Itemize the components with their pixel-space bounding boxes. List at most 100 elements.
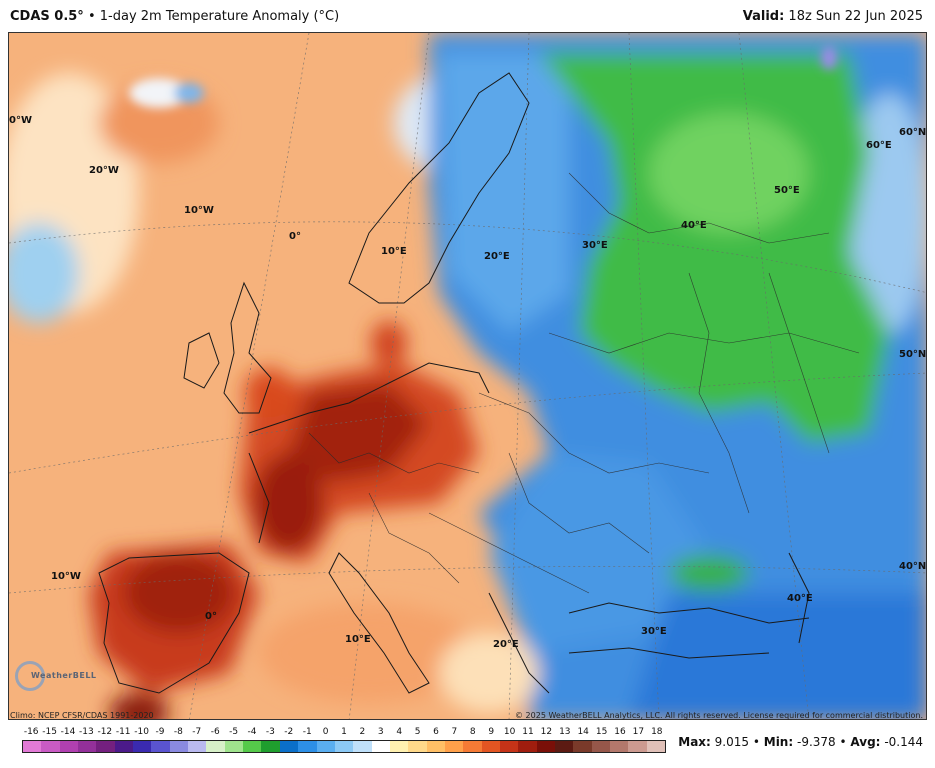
colorbar-labels: -16 -15 -14 -13 -12 -11 -10 -9 -8 -7 -6 -5 -4 -3 -2 -1 0…	[22, 727, 666, 739]
graticule-label: 0°	[289, 231, 301, 242]
colorbar-tick-label: 18	[651, 727, 663, 737]
logo-ring-icon	[15, 661, 45, 691]
colorbar-segment	[628, 741, 647, 752]
colorbar-tick-label: -4	[247, 727, 257, 737]
colorbar-segment	[463, 741, 482, 752]
colorbar-tick-label: -11	[115, 727, 131, 737]
hot-anomaly-region	[109, 693, 169, 719]
colorbar-tick-label: -1	[302, 727, 312, 737]
country-border	[508, 452, 650, 554]
colorbar-segment	[298, 741, 317, 752]
country-border	[568, 172, 830, 244]
colorbar	[22, 740, 666, 753]
valid-time: Valid: 18z Sun 22 Jun 2025	[743, 9, 923, 24]
colorbar-segment	[444, 741, 464, 752]
colorbar-tick-label: 16	[614, 727, 626, 737]
graticule-label: 0°W	[9, 115, 32, 126]
anomaly-map: 0°W 20°W 10°W 0° 10°E 20°E 30°E 40°E 50°…	[8, 32, 927, 720]
max-label: Max:	[678, 735, 711, 749]
colorbar-tick-label: -7	[192, 727, 202, 737]
colorbar-segment	[41, 741, 60, 752]
avg-label: Avg:	[850, 735, 881, 749]
colorbar-tick-label: -13	[79, 727, 94, 737]
graticule-label: 40°E	[681, 220, 707, 231]
pale-anomaly-region	[129, 78, 189, 108]
graticule-label: 0°	[205, 611, 217, 622]
min-value: -9.378	[796, 735, 836, 749]
colorbar-segment	[554, 741, 574, 752]
hot-anomaly-region	[254, 453, 324, 553]
graticule-label: 40°E	[787, 593, 813, 604]
colorbar-segment	[261, 741, 280, 752]
colorbar-segment	[243, 741, 262, 752]
graticule-label: 60°N	[899, 127, 927, 138]
graticule-label: 10°E	[345, 634, 371, 645]
anomaly-field	[9, 33, 926, 719]
colorbar-segment	[371, 741, 390, 752]
colorbar-segment	[188, 741, 207, 752]
colorbar-tick-label: 4	[396, 727, 403, 737]
black-sea-coast	[568, 602, 810, 624]
colorbar-tick-label: 3	[377, 727, 384, 737]
colorbar-tick-label: 6	[433, 727, 439, 737]
colorbar-segment	[481, 741, 500, 752]
hot-anomaly-region	[244, 368, 294, 418]
graticule-label: 50°N	[899, 349, 927, 360]
longitude-line	[738, 33, 810, 719]
colorbar-segment	[114, 741, 134, 752]
graticule-label: 20°W	[89, 165, 119, 176]
colorbar-segment	[610, 741, 629, 752]
colorbar-tick-label: 14	[577, 727, 589, 737]
longitude-line	[188, 33, 310, 719]
colorbar-tick-label: -5	[229, 727, 239, 737]
colorbar-tick-label: 13	[559, 727, 571, 737]
cool-anomaly-region	[9, 223, 79, 323]
variable-name: 1-day 2m Temperature Anomaly (°C)	[99, 9, 340, 24]
italy-coast	[328, 552, 430, 694]
cold-anomaly-region	[439, 53, 569, 333]
longitude-line	[348, 33, 430, 719]
borders	[308, 172, 860, 594]
colorbar-tick-label: -14	[60, 727, 76, 737]
title-separator: •	[87, 9, 96, 24]
colorbar-segment	[573, 741, 592, 752]
colorbar-segment	[96, 741, 115, 752]
hot-anomaly-region	[289, 383, 429, 483]
colorbar-tick-label: -9	[155, 727, 165, 737]
colorbar-segment	[499, 741, 519, 752]
header: CDAS 0.5° • 1-day 2m Temperature Anomaly…	[0, 0, 935, 32]
graticule	[9, 33, 926, 719]
field-stats: Max: 9.015 • Min: -9.378 • Avg: -0.144	[678, 735, 923, 749]
caspian-coast	[788, 552, 810, 644]
graticule-label: 10°E	[381, 246, 407, 257]
colorbar-tick-label: -8	[173, 727, 183, 737]
negative-anomaly-green-region	[669, 555, 749, 591]
country-border	[478, 392, 710, 474]
colorbar-segment	[316, 741, 335, 752]
cool-anomaly-region	[174, 83, 204, 103]
colorbar-tick-label: -3	[265, 727, 275, 737]
graticule-label: 60°E	[866, 140, 892, 151]
colorbar-tick-label: -6	[210, 727, 220, 737]
graticule-label: 20°E	[484, 251, 510, 262]
country-border	[688, 272, 750, 514]
colorbar-segment	[591, 741, 610, 752]
colorbar-segment	[536, 741, 555, 752]
colorbar-tick-label: 9	[488, 727, 495, 737]
colorbar-tick-label: -15	[42, 727, 57, 737]
map-title: CDAS 0.5° • 1-day 2m Temperature Anomaly…	[10, 9, 339, 24]
colorbar-segment	[59, 741, 79, 752]
iberia-coast	[98, 552, 250, 694]
copyright-note: © 2025 WeatherBELL Analytics, LLC. All r…	[515, 711, 923, 720]
colorbar-segment	[169, 741, 189, 752]
colorbar-segment	[408, 741, 427, 752]
colorbar-segment	[279, 741, 299, 752]
valid-value: 18z Sun 22 Jun 2025	[788, 9, 923, 24]
colorbar-tick-label: 2	[359, 727, 366, 737]
colorbar-tick-label: -10	[134, 727, 149, 737]
colorbar-tick-label: 7	[451, 727, 458, 737]
colorbar-tick-label: 5	[414, 727, 421, 737]
colorbar-tick-label: 1	[341, 727, 347, 737]
cold-anomaly-spot	[821, 46, 837, 70]
north-coast	[248, 362, 490, 434]
